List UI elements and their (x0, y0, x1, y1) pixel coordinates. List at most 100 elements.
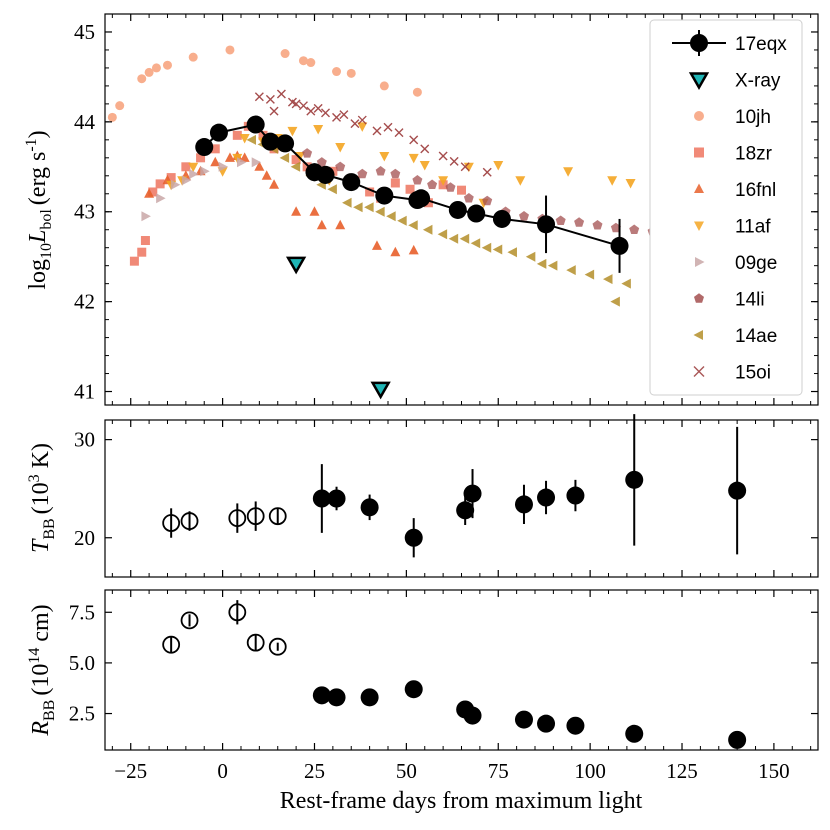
point-17eqx (467, 204, 486, 223)
point-14ae (547, 260, 558, 271)
point-16fnl (239, 152, 250, 162)
legend-marker-15oi (693, 366, 705, 377)
point-14ae (364, 202, 374, 213)
y-tick-label: 2.5 (69, 702, 95, 726)
point-18zr (148, 187, 158, 197)
point-15oi-stroke (482, 167, 492, 177)
point-14li (482, 195, 493, 206)
point-open (162, 635, 181, 654)
point-16fnl (261, 170, 272, 180)
point-open (162, 514, 181, 532)
x-tick-label: 150 (758, 759, 790, 783)
point-11af (419, 161, 430, 171)
axis-ticks: −25 0 25 50 75 100 125 150 41 42 43 44 45 20 30 2.5 5.0 7… (69, 14, 818, 783)
point-18zr (129, 256, 139, 266)
point-11af (408, 153, 419, 164)
point-filled (625, 724, 644, 743)
point-11af (287, 126, 298, 137)
point-filled (728, 481, 747, 500)
point-14li (427, 179, 438, 189)
point-14ae (481, 242, 492, 253)
point-15oi (321, 108, 331, 118)
point-14ae (279, 152, 290, 163)
series-10jh (107, 45, 422, 122)
point-18zr (457, 185, 466, 195)
legend-marker-14li (694, 293, 704, 303)
point-open (228, 509, 247, 528)
point-xray (370, 381, 391, 400)
point-09ge (141, 211, 151, 222)
point-11af (335, 143, 346, 153)
point-15oi (449, 156, 459, 166)
temperature-y-label: TBB(103 K) (26, 443, 58, 553)
point-15oi-stroke (254, 92, 264, 102)
point-15oi-stroke (332, 112, 342, 122)
point-14ae (386, 211, 396, 222)
point-18zr (232, 130, 242, 140)
point-17eqx (316, 165, 335, 184)
point-open (180, 512, 199, 530)
point-15oi-stroke (306, 106, 316, 116)
point-16fnl (224, 152, 235, 162)
series-09ge (141, 157, 262, 222)
y-tick-label: 20 (74, 526, 95, 550)
point-11af (515, 176, 526, 186)
point-filled (327, 489, 346, 508)
point-14ae (448, 233, 459, 244)
radius-panel-frame (104, 589, 819, 751)
point-15oi (394, 128, 404, 138)
point-09ge (236, 157, 247, 168)
point-15oi-stroke (265, 94, 275, 104)
legend-marker-xray (688, 72, 710, 91)
point-17eqx (375, 186, 394, 205)
point-14ae (470, 238, 481, 249)
point-17eqx (209, 123, 228, 142)
point-filled (566, 486, 585, 505)
point-18zr (390, 178, 400, 188)
legend-marker-shape (693, 366, 705, 377)
point-16fnl (210, 156, 221, 167)
point-15oi-stroke (394, 128, 404, 138)
point-14ae (408, 220, 418, 231)
point-filled (463, 706, 482, 725)
point-18zr (155, 179, 165, 189)
point-09ge (218, 161, 229, 172)
x-axis-label: Rest-frame days from maximum light (280, 788, 643, 814)
point-11af (563, 167, 574, 177)
point-17eqx (610, 236, 629, 255)
legend-box (649, 19, 803, 396)
point-15oi (298, 101, 308, 111)
x-tick-label: 0 (217, 759, 228, 783)
point-filled (537, 488, 556, 507)
point-11af (357, 122, 368, 132)
point-10jh (137, 74, 147, 84)
point-15oi (350, 119, 360, 129)
y-tick-label: 44 (74, 110, 96, 134)
x-tick-label: 50 (396, 759, 417, 783)
point-14ae (566, 265, 576, 276)
point-15oi-stroke (438, 151, 448, 161)
legend-marker-shape (694, 221, 704, 231)
point-14li (555, 215, 566, 225)
point-filled (360, 688, 379, 707)
point-15oi-stroke (357, 115, 367, 125)
point-15oi (383, 122, 393, 132)
point-18zr (210, 144, 220, 154)
point-10jh (412, 87, 422, 97)
point-16fnl (144, 188, 155, 198)
point-14ae (422, 224, 433, 235)
line-17eqx (203, 123, 620, 247)
point-15oi (409, 135, 419, 145)
point-open (268, 507, 287, 526)
radius-y-label: RBB(1014 cm) (26, 604, 58, 736)
point-open (246, 507, 265, 526)
point-14ae (342, 197, 352, 208)
point-18zr (302, 162, 312, 172)
point-14li (610, 222, 621, 233)
point-14li (445, 182, 456, 192)
legend-marker-14ae (693, 330, 703, 340)
point-14li (316, 157, 327, 167)
legend-marker-shape (694, 111, 704, 121)
point-14li (302, 148, 313, 158)
point-10jh (188, 52, 198, 62)
